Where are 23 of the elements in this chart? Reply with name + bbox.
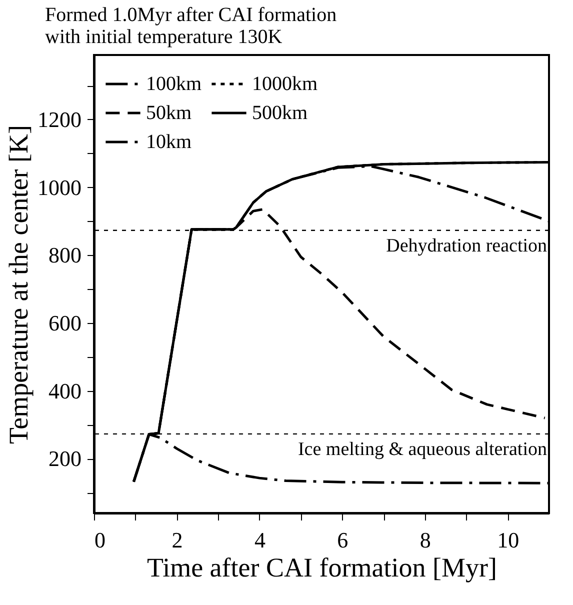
y-tick-label: 800	[48, 242, 82, 268]
legend-label: 10km	[146, 131, 192, 153]
x-tick-label: 8	[420, 528, 431, 552]
ref-line-label: Ice melting & aqueous alteration	[298, 438, 548, 460]
x-tick-label: 0	[94, 528, 106, 552]
ref-line-label: Dehydration reaction	[386, 235, 548, 256]
legend-label: 1000km	[252, 73, 318, 95]
legend-label: 100km	[146, 73, 202, 95]
y-tick-label: 600	[48, 310, 82, 336]
x-tick-label: 4	[254, 528, 266, 552]
legend-label: 50km	[146, 102, 192, 124]
legend-label: 500km	[252, 102, 308, 124]
chart-title: Formed 1.0Myr after CAI formation	[45, 4, 337, 26]
y-tick-label: 1200	[38, 106, 82, 132]
y-tick-label: 400	[48, 378, 82, 404]
x-tick-label: 6	[337, 528, 348, 552]
y-tick-label: 1000	[38, 174, 82, 200]
x-axis-title: Time after CAI formation [Myr]	[147, 552, 497, 582]
y-tick-label: 200	[48, 446, 82, 472]
x-tick-label: 10	[497, 528, 520, 552]
y-axis-title: Temperature at the center [K]	[4, 125, 34, 444]
chart-subtitle: with initial temperature 130K	[45, 26, 283, 48]
x-tick-label: 2	[172, 528, 183, 552]
